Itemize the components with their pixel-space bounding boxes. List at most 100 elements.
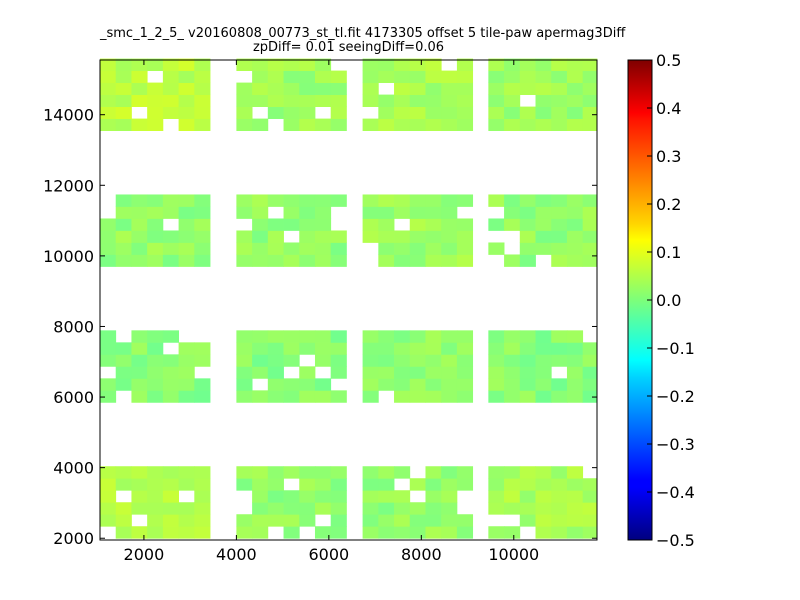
heatmap-cell — [100, 58, 117, 71]
heatmap-cell — [330, 526, 347, 539]
heatmap-cell — [162, 94, 179, 107]
heatmap-cell — [178, 478, 195, 491]
heatmap-cell — [582, 118, 598, 131]
heatmap-cell — [551, 94, 568, 107]
heatmap-cell — [551, 330, 568, 343]
heatmap-cell — [314, 118, 332, 131]
heatmap-cell — [441, 206, 458, 219]
heatmap-cell — [488, 490, 505, 503]
heatmap-cell — [441, 502, 458, 515]
heatmap-cell — [314, 378, 332, 391]
heatmap-cell — [194, 378, 211, 391]
heatmap-cell — [194, 254, 211, 267]
heatmap-cell — [314, 526, 332, 539]
heatmap-cell — [267, 218, 284, 231]
heatmap-cell — [566, 342, 584, 355]
y-tick-label: 8000 — [53, 317, 94, 336]
heatmap-cell — [582, 82, 598, 95]
heatmap-cell — [519, 254, 536, 267]
heatmap-cell — [299, 70, 316, 83]
heatmap-cell — [330, 478, 347, 491]
heatmap-cell — [488, 82, 505, 95]
heatmap-cell — [252, 70, 269, 83]
heatmap-cell — [178, 106, 195, 119]
heatmap-cell — [582, 218, 598, 231]
heatmap-cell — [519, 390, 536, 403]
heatmap-cell — [115, 366, 132, 379]
heatmap-cell — [236, 378, 253, 391]
heatmap-cell — [252, 242, 269, 255]
heatmap-cell — [519, 242, 536, 255]
heatmap-cell — [252, 366, 269, 379]
heatmap-cell — [566, 94, 584, 107]
heatmap-cell — [378, 466, 395, 479]
heatmap-cell — [267, 390, 284, 403]
heatmap-cell — [147, 366, 164, 379]
heatmap-cell — [488, 390, 505, 403]
heatmap-cell — [504, 466, 521, 479]
heatmap-cell — [178, 94, 195, 107]
heatmap-cell — [115, 194, 132, 207]
heatmap-cell — [314, 390, 332, 403]
heatmap-cell — [147, 466, 164, 479]
heatmap-cell — [441, 218, 458, 231]
heatmap-cell — [330, 194, 347, 207]
heatmap-cell — [267, 354, 284, 367]
heatmap-cell — [252, 514, 269, 527]
y-tick-label: 2000 — [53, 529, 94, 548]
heatmap-cell — [394, 526, 411, 539]
heatmap-cell — [162, 206, 179, 219]
heatmap-cell — [252, 194, 269, 207]
heatmap-cell — [551, 526, 568, 539]
heatmap-cell — [409, 330, 426, 343]
y-tick-label: 14000 — [43, 106, 94, 125]
heatmap-cell — [456, 230, 474, 243]
heatmap-cell — [582, 366, 598, 379]
heatmap-cell — [147, 206, 164, 219]
heatmap-cell — [330, 242, 347, 255]
heatmap-cell — [252, 330, 269, 343]
heatmap-cell — [425, 206, 442, 219]
heatmap-cell — [299, 466, 316, 479]
heatmap-cell — [535, 490, 552, 503]
heatmap-cell — [100, 254, 117, 267]
heatmap-cell — [299, 58, 316, 71]
heatmap-cell — [330, 490, 347, 503]
heatmap-cell — [100, 82, 117, 95]
heatmap-cell — [488, 242, 505, 255]
heatmap-cell — [314, 82, 332, 95]
heatmap-cell — [252, 254, 269, 267]
heatmap-cell — [582, 526, 598, 539]
heatmap-cell — [566, 106, 584, 119]
heatmap-cell — [582, 194, 598, 207]
heatmap-cell — [100, 466, 117, 479]
heatmap-cell — [178, 118, 195, 131]
heatmap-cell — [194, 58, 211, 71]
heatmap-cell — [162, 466, 179, 479]
heatmap-cell — [409, 342, 426, 355]
heatmap-cell — [378, 254, 395, 267]
heatmap-cell — [566, 70, 584, 83]
heatmap-cell — [115, 206, 132, 219]
heatmap-cell — [378, 366, 395, 379]
heatmap-cell — [314, 466, 332, 479]
heatmap-cell — [236, 242, 253, 255]
heatmap-cell — [131, 70, 148, 83]
heatmap-cell — [147, 94, 164, 107]
heatmap-cell — [409, 478, 426, 491]
heatmap-cell — [330, 390, 347, 403]
heatmap-cell — [362, 230, 379, 243]
heatmap-cell — [194, 206, 211, 219]
heatmap-cell — [378, 230, 395, 243]
heatmap-cell — [409, 366, 426, 379]
heatmap-cell — [504, 378, 521, 391]
heatmap-cell — [194, 106, 211, 119]
heatmap-cell — [194, 118, 211, 131]
heatmap-cell — [162, 390, 179, 403]
heatmap-cell — [488, 502, 505, 515]
heatmap-cell — [535, 502, 552, 515]
heatmap-cell — [378, 330, 395, 343]
heatmap-cell — [252, 58, 269, 71]
heatmap-cell — [535, 194, 552, 207]
heatmap-cell — [519, 206, 536, 219]
